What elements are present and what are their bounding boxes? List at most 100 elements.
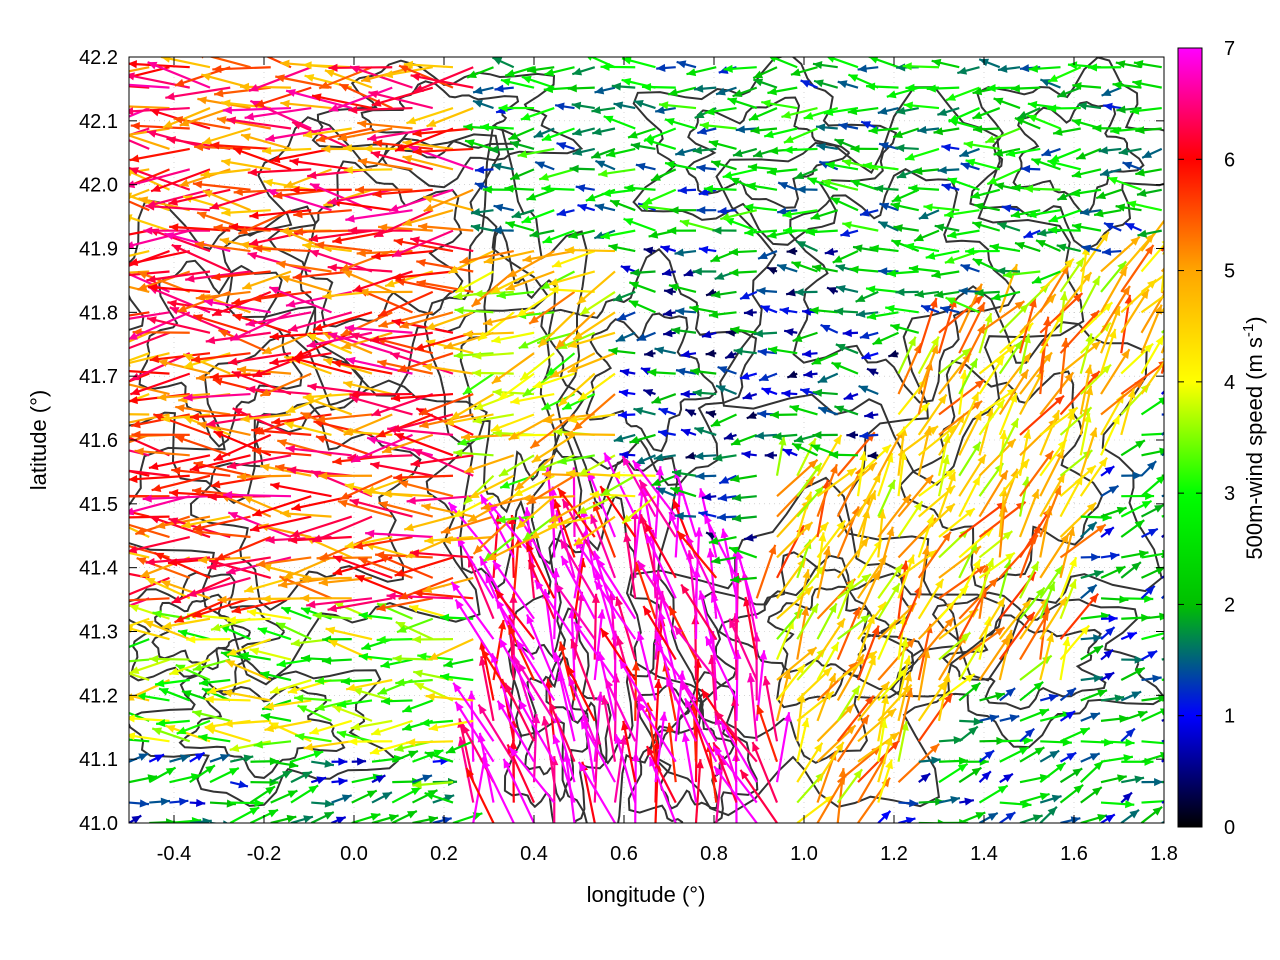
wind-arrow-head <box>769 57 777 63</box>
wind-arrow-head <box>971 391 979 402</box>
wind-arrow-head <box>250 524 260 533</box>
colorbar-tick-label: 7 <box>1224 38 1235 60</box>
wind-arrow-shaft <box>129 229 150 236</box>
wind-arrow-head <box>631 661 641 671</box>
wind-arrow-shaft <box>290 515 353 538</box>
wind-arrow-head <box>972 221 983 230</box>
wind-arrow-head <box>209 372 220 381</box>
wind-arrow-head <box>878 221 889 229</box>
wind-arrow-head <box>353 541 364 550</box>
wind-arrow-head <box>375 775 386 784</box>
wind-arrow-shaft <box>512 538 520 599</box>
y-tick-label: 41.0 <box>79 813 118 835</box>
wind-arrow-head <box>800 80 811 88</box>
wind-arrow-head <box>694 426 705 435</box>
wind-arrow-head <box>116 102 125 110</box>
wind-arrow-head <box>577 203 588 212</box>
wind-arrow-head <box>343 380 353 389</box>
wind-arrow-head <box>669 206 679 215</box>
wind-arrow-head <box>264 724 275 733</box>
wind-arrow-head <box>959 149 970 157</box>
wind-arrow-head <box>931 756 941 765</box>
wind-arrow-head <box>757 409 767 418</box>
wind-arrow-head <box>129 732 136 741</box>
wind-arrow-head <box>311 93 322 102</box>
wind-arrow-head <box>658 101 669 110</box>
wind-arrow-head <box>1057 89 1068 98</box>
wind-arrow-shaft <box>416 260 474 273</box>
wind-arrow-head <box>281 606 292 615</box>
wind-arrow-head <box>1115 566 1126 575</box>
wind-arrow-head <box>532 380 543 389</box>
wind-arrow-head <box>547 520 558 529</box>
wind-arrow-head <box>327 197 338 206</box>
wind-arrow-head <box>731 514 742 523</box>
wind-arrow-head <box>97 277 107 285</box>
wind-arrow-head <box>942 672 951 683</box>
wind-arrow-head <box>900 560 909 571</box>
wind-arrow-head <box>226 616 237 625</box>
wind-arrow-head <box>1021 164 1031 174</box>
wind-arrow-head <box>895 288 905 297</box>
wind-arrow-head <box>888 349 899 358</box>
wind-arrow-shaft <box>665 677 697 742</box>
contour-line <box>178 685 346 779</box>
wind-arrow-head <box>777 207 787 216</box>
wind-arrow-head <box>119 644 129 652</box>
wind-arrow-head <box>1002 270 1013 279</box>
wind-arrow-head <box>1098 457 1108 468</box>
wind-arrow-shaft <box>694 527 701 599</box>
wind-arrow-head <box>261 594 271 603</box>
wind-arrow-shaft <box>593 580 637 640</box>
wind-arrow-head <box>131 420 141 429</box>
wind-arrow-head <box>260 388 271 397</box>
wind-arrow-head <box>1109 552 1120 561</box>
wind-arrow-head <box>160 414 171 423</box>
wind-arrow-shaft <box>249 515 312 532</box>
wind-arrow-head <box>231 371 242 379</box>
wind-arrow-shaft <box>211 290 272 317</box>
wind-arrow-head <box>493 203 504 212</box>
wind-arrow-head <box>158 688 169 696</box>
wind-arrow-head <box>821 179 832 187</box>
wind-arrow-shaft <box>311 515 373 543</box>
wind-arrow-head <box>1082 272 1092 282</box>
wind-arrow-head <box>985 408 994 418</box>
wind-arrow-head <box>1031 158 1042 166</box>
wind-arrow-head <box>276 622 286 631</box>
wind-arrow-head <box>657 610 666 621</box>
wind-arrow-head <box>1084 364 1093 375</box>
wind-arrow-shaft <box>712 745 758 804</box>
wind-arrow-head <box>1130 236 1140 246</box>
wind-arrow-head <box>958 287 968 296</box>
wind-arrow-head <box>279 226 289 236</box>
wind-arrow-head <box>1086 465 1096 475</box>
wind-arrow-head <box>1048 74 1058 82</box>
wind-arrow-head <box>677 531 687 541</box>
wind-arrow-head <box>818 532 827 542</box>
wind-arrow-head <box>639 479 648 490</box>
wind-arrow-head <box>1006 439 1016 449</box>
wind-arrow-head <box>233 187 243 196</box>
wind-arrow-head <box>461 432 471 442</box>
x-tick-label: 1.6 <box>1060 843 1088 865</box>
wind-arrow-head <box>526 614 535 625</box>
wind-arrow-head <box>815 123 826 132</box>
wind-arrow-head <box>801 606 810 616</box>
wind-arrow-head <box>674 248 684 257</box>
wind-arrow-head <box>226 648 237 656</box>
wind-arrow-head <box>971 767 982 776</box>
wind-arrow-head <box>1135 168 1145 177</box>
wind-arrow-head <box>516 640 525 651</box>
wind-arrow-head <box>137 282 148 291</box>
wind-arrow-head <box>1104 527 1114 536</box>
wind-arrow-head <box>493 560 502 571</box>
wind-arrow-head <box>505 220 516 229</box>
wind-arrow-head <box>487 552 497 561</box>
wind-arrow-head <box>945 503 955 513</box>
wind-arrow-head <box>323 812 334 820</box>
wind-arrow-shaft <box>189 454 251 472</box>
wind-arrow-shaft <box>370 393 434 417</box>
colorbar-label-sup: -1 <box>1240 324 1257 337</box>
colorbar-tick-label: 3 <box>1224 483 1235 505</box>
